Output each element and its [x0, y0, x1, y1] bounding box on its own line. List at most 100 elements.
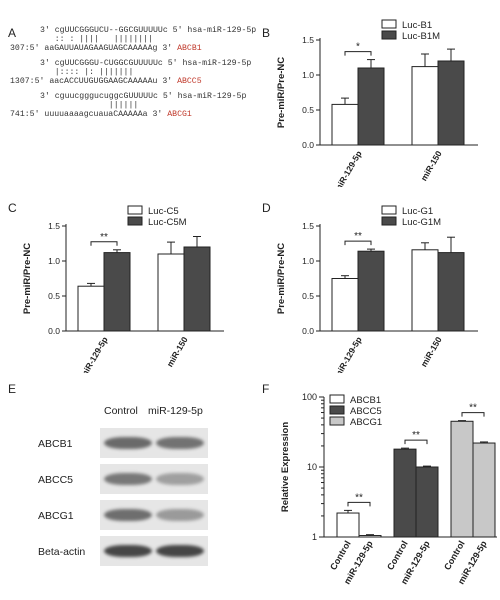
bar	[183, 246, 211, 332]
target-gene-name: ABCC5	[177, 77, 202, 86]
y-axis-label: Relative Expression	[280, 422, 291, 512]
legend-label: Luc-B1	[402, 20, 432, 31]
y-tick-label: 0.5	[302, 105, 314, 115]
bar	[411, 66, 439, 146]
mirna-seq-text: 3' cgUUCGGGUCU--GGCGUUUUUc 5'	[40, 26, 188, 35]
y-tick-label: 1.5	[302, 35, 314, 45]
target-gene-name: ABCG1	[167, 110, 192, 119]
significance-bracket	[90, 241, 118, 246]
protein-band	[156, 473, 204, 485]
mirna-name: hsa-miR-129-5p	[182, 59, 252, 68]
mirna-name: hsa-miR-129-5p	[177, 92, 247, 101]
legend-swatch	[381, 216, 397, 226]
legend-swatch	[381, 205, 397, 215]
x-tick-label: miR-129-5p	[78, 335, 110, 373]
panel-c-letter: C	[8, 201, 17, 215]
bar-chart-c: 0.0 0.5 1.0 1.5 Pre-miR/Pre-NC miR-129-5p miR-…	[22, 205, 224, 373]
legend-swatch	[329, 394, 345, 404]
protein-band	[104, 509, 152, 521]
bar	[331, 103, 359, 146]
mirna-seq-text: 3' cgUUCGGGU-CUGGCGUUUUUc 5'	[40, 59, 183, 68]
bar	[357, 250, 385, 332]
legend-swatch	[381, 19, 397, 29]
panel-b-letter: B	[262, 26, 271, 40]
bar	[472, 442, 496, 538]
legend-label: ABCG1	[350, 417, 382, 428]
significance-bracket	[461, 412, 485, 417]
base-pairing: ||||||	[40, 101, 139, 110]
site-position: 307:5'	[10, 44, 45, 53]
protein-band	[156, 437, 204, 449]
significance-marker: **	[100, 232, 108, 243]
y-tick-label: 10	[307, 462, 317, 472]
significance-bracket	[344, 51, 372, 56]
legend-swatch	[381, 30, 397, 40]
legend-swatch	[329, 405, 345, 415]
blot-row-label: ABCC5	[38, 474, 74, 486]
bar	[336, 512, 360, 538]
bar	[437, 60, 465, 146]
y-axis-label: Pre-miR/Pre-NC	[276, 243, 287, 314]
bar	[411, 249, 439, 332]
bar-chart-b: 0.0 0.5 1.0 1.5 Pre-miR/Pre-NC miR-129-5p miR-…	[276, 19, 478, 187]
mirna-sequence: 3' cgUUCGGGUCU--GGCGUUUUUc 5' hsa-miR-12…	[40, 26, 256, 36]
y-tick-label: 100	[302, 392, 317, 402]
target-seq-text: uuuuaaaagcuauaCAAAAAa 3'	[44, 110, 168, 119]
legend-label: Luc-G1M	[402, 217, 441, 228]
bar	[157, 253, 185, 332]
panel-d-letter: D	[262, 201, 271, 215]
y-tick-label: 1.5	[302, 221, 314, 231]
legend-label: Luc-C5M	[148, 217, 187, 228]
legend-swatch	[127, 216, 143, 226]
blot-column-label: Control	[104, 405, 138, 417]
significance-bracket	[404, 439, 428, 445]
significance-marker: **	[469, 403, 477, 414]
site-position: 741:5'	[10, 110, 45, 119]
blot-row-label: ABCG1	[38, 510, 74, 522]
legend-label: Luc-G1	[402, 206, 433, 217]
protein-band	[104, 545, 152, 557]
y-tick-label: 1.0	[302, 70, 314, 80]
y-axis-label: Pre-miR/Pre-NC	[22, 243, 33, 314]
protein-band	[104, 437, 152, 449]
target-sequence: 741:5' uuuuaaaagcuauaCAAAAAa 3' ABCG1	[10, 110, 192, 120]
x-tick-label: miR-129-5p	[332, 335, 364, 373]
protein-band	[104, 473, 152, 485]
x-tick-label: miR-150	[419, 149, 444, 183]
bar	[415, 466, 439, 538]
y-axis-label: Pre-miR/Pre-NC	[276, 57, 287, 128]
x-tick-label: miR-150	[419, 335, 444, 369]
legend-swatch	[127, 205, 143, 215]
bar	[77, 285, 105, 332]
legend-label: Luc-B1M	[402, 31, 440, 42]
mirna-seq-text: 3' cguucgggucuggcGUUUUUc 5'	[40, 92, 178, 101]
panel-e-letter: E	[8, 382, 17, 396]
bar	[103, 252, 131, 332]
panel-a-letter: A	[8, 26, 17, 40]
y-tick-label: 0.0	[302, 140, 314, 150]
target-seq-text: aaGAUUAUAGAAGUAGCAAAAAg 3'	[44, 44, 178, 53]
y-tick-label: 0.5	[48, 291, 60, 301]
significance-marker: *	[356, 42, 360, 53]
target-seq-text: aacACCUUGUGGAAGCAAAAAu 3'	[49, 77, 178, 86]
bar-chart-d: 0.0 0.5 1.0 1.5 Pre-miR/Pre-NC miR-129-5p miR-…	[276, 205, 478, 373]
y-tick-label: 1	[312, 532, 317, 542]
base-pairing: |:::: |: |||||||	[40, 68, 134, 77]
y-tick-label: 1.0	[302, 256, 314, 266]
legend-label: Luc-C5	[148, 206, 179, 217]
blot-column-label: miR-129-5p	[148, 405, 203, 417]
target-sequence: 307:5' aaGAUUAUAGAAGUAGCAAAAAg 3' ABCB1	[10, 44, 202, 54]
legend-swatch	[329, 416, 345, 426]
bar	[393, 448, 417, 538]
y-tick-label: 1.0	[48, 256, 60, 266]
significance-marker: **	[354, 231, 362, 242]
legend-label: ABCC5	[350, 406, 382, 417]
bar	[331, 278, 359, 332]
legend-label: ABCB1	[350, 395, 381, 406]
bar	[357, 67, 385, 146]
target-sequence: 1307:5' aacACCUUGUGGAAGCAAAAAu 3' ABCC5	[10, 77, 202, 87]
bar	[450, 420, 474, 538]
x-tick-label: miR-129-5p	[332, 149, 364, 187]
x-tick-label: miR-150	[165, 335, 190, 369]
